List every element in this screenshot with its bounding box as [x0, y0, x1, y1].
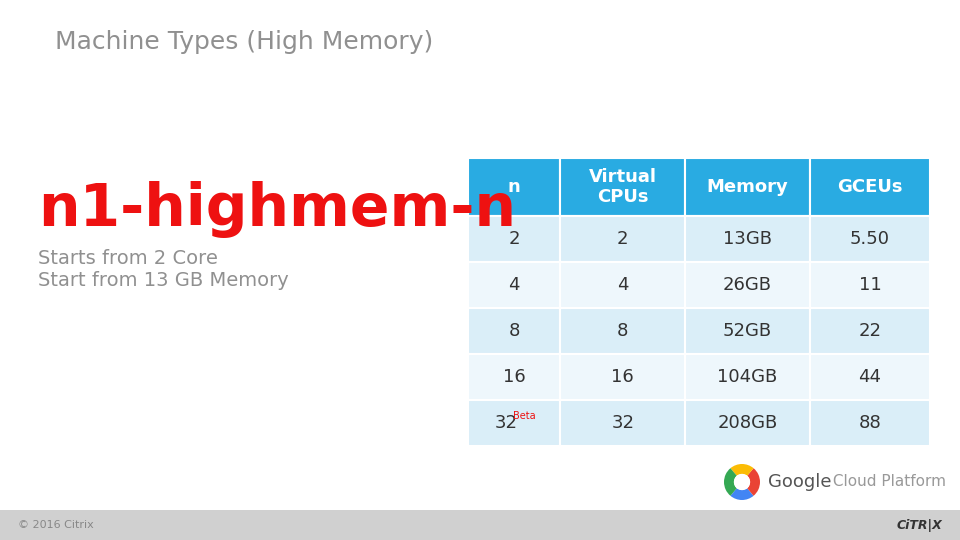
Text: 16: 16 [612, 368, 635, 386]
Text: © 2016 Citrix: © 2016 Citrix [18, 520, 94, 530]
Text: 52GB: 52GB [723, 322, 772, 340]
Bar [810, 262, 930, 308]
Bar [810, 354, 930, 400]
Text: Memory: Memory [707, 178, 788, 196]
Text: 88: 88 [858, 414, 881, 432]
Text: Google: Google [768, 473, 831, 491]
Text: 8: 8 [509, 322, 520, 340]
Bar [468, 354, 561, 400]
Bar [0, 510, 960, 540]
Bar [468, 400, 561, 446]
Text: 4: 4 [617, 276, 629, 294]
Text: 44: 44 [858, 368, 881, 386]
Text: 2: 2 [617, 230, 629, 248]
Bar [685, 308, 810, 354]
Bar [810, 216, 930, 262]
Text: Starts from 2 Core: Starts from 2 Core [38, 248, 218, 267]
Bar [468, 158, 561, 216]
Text: 22: 22 [858, 322, 881, 340]
Wedge shape [731, 488, 754, 500]
Text: 208GB: 208GB [717, 414, 778, 432]
Bar [468, 262, 561, 308]
Wedge shape [724, 468, 736, 496]
Bar [561, 216, 685, 262]
Text: 26GB: 26GB [723, 276, 772, 294]
Wedge shape [747, 468, 760, 496]
Text: Cloud Platform: Cloud Platform [828, 475, 946, 489]
Text: 32: 32 [612, 414, 635, 432]
Text: 2: 2 [509, 230, 520, 248]
Text: GCEUs: GCEUs [837, 178, 902, 196]
Text: CiTR|X: CiTR|X [897, 518, 942, 531]
Text: Virtual
CPUs: Virtual CPUs [588, 167, 657, 206]
Bar [561, 400, 685, 446]
Text: Start from 13 GB Memory: Start from 13 GB Memory [38, 271, 289, 289]
Text: 104GB: 104GB [717, 368, 778, 386]
Text: Machine Types (High Memory): Machine Types (High Memory) [55, 30, 433, 54]
Text: 16: 16 [503, 368, 525, 386]
Bar [468, 308, 561, 354]
Bar [561, 262, 685, 308]
Bar [468, 216, 561, 262]
Text: n1-highmem-n: n1-highmem-n [38, 181, 516, 239]
Text: 11: 11 [858, 276, 881, 294]
Text: n: n [508, 178, 520, 196]
Text: Beta: Beta [513, 411, 536, 421]
Text: 32: 32 [494, 414, 517, 432]
Wedge shape [731, 464, 754, 476]
Text: 4: 4 [509, 276, 520, 294]
Bar [685, 158, 810, 216]
Bar [685, 216, 810, 262]
Bar [810, 308, 930, 354]
Bar [561, 308, 685, 354]
Circle shape [733, 474, 750, 490]
Bar [561, 158, 685, 216]
Bar [685, 262, 810, 308]
Bar [561, 354, 685, 400]
Bar [685, 354, 810, 400]
Bar [810, 158, 930, 216]
Bar [685, 400, 810, 446]
Text: 8: 8 [617, 322, 629, 340]
Bar [810, 400, 930, 446]
Text: 5.50: 5.50 [850, 230, 890, 248]
Text: 13GB: 13GB [723, 230, 772, 248]
